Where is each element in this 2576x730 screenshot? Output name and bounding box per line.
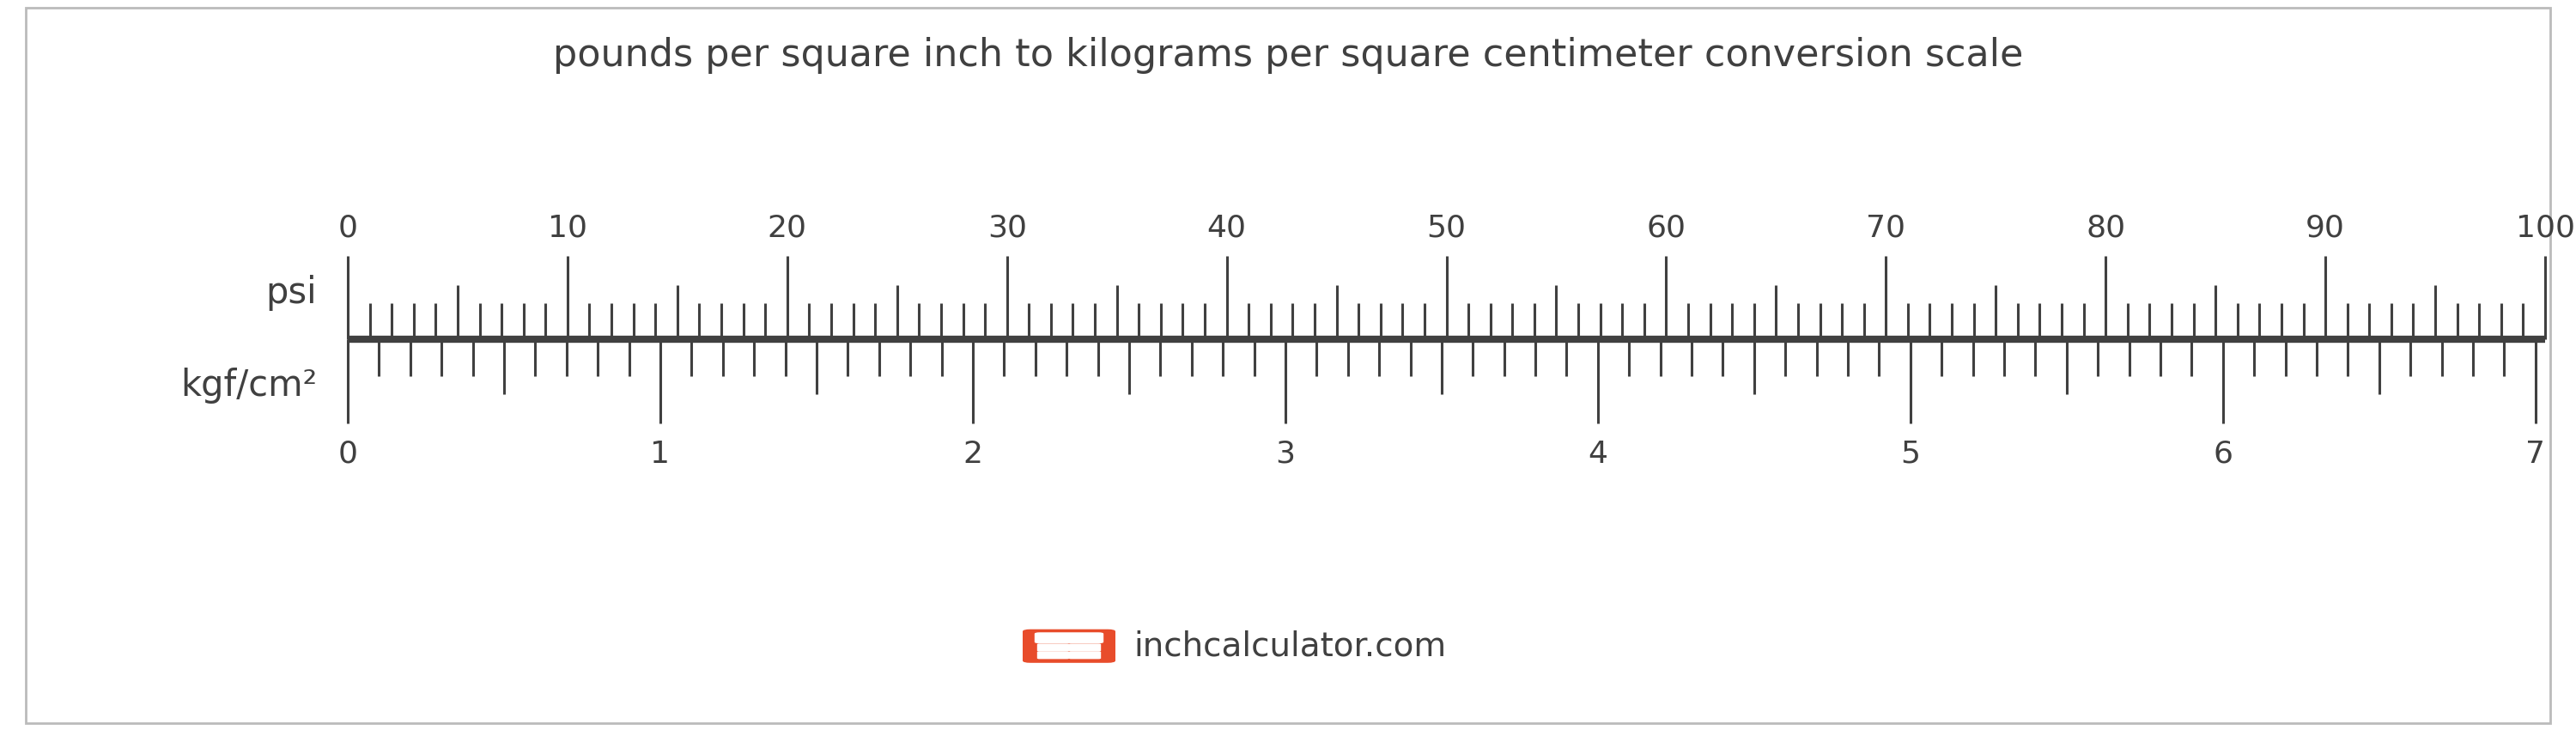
Text: 3: 3: [1275, 439, 1296, 469]
Text: 0: 0: [337, 439, 358, 469]
Text: 40: 40: [1208, 213, 1247, 242]
Text: 100: 100: [2514, 213, 2576, 242]
FancyBboxPatch shape: [1069, 644, 1100, 651]
FancyBboxPatch shape: [1038, 651, 1069, 659]
Text: kgf/cm²: kgf/cm²: [180, 368, 317, 404]
Text: 70: 70: [1865, 213, 1906, 242]
Text: 6: 6: [2213, 439, 2233, 469]
Text: 20: 20: [768, 213, 806, 242]
FancyBboxPatch shape: [1038, 644, 1069, 651]
FancyBboxPatch shape: [1069, 651, 1100, 659]
Text: 1: 1: [649, 439, 670, 469]
Text: 60: 60: [1646, 213, 1685, 242]
Text: 30: 30: [987, 213, 1028, 242]
Text: 50: 50: [1427, 213, 1466, 242]
Text: 10: 10: [549, 213, 587, 242]
Text: inchcalculator.com: inchcalculator.com: [1133, 630, 1445, 662]
Text: 2: 2: [963, 439, 981, 469]
Text: psi: psi: [265, 275, 317, 311]
FancyBboxPatch shape: [1023, 629, 1115, 663]
Text: 80: 80: [2087, 213, 2125, 242]
Text: 7: 7: [2524, 439, 2545, 469]
Text: 4: 4: [1587, 439, 1607, 469]
FancyBboxPatch shape: [1036, 632, 1103, 643]
Text: 90: 90: [2306, 213, 2344, 242]
Text: pounds per square inch to kilograms per square centimeter conversion scale: pounds per square inch to kilograms per …: [554, 36, 2022, 74]
Text: 0: 0: [337, 213, 358, 242]
Text: 5: 5: [1901, 439, 1919, 469]
